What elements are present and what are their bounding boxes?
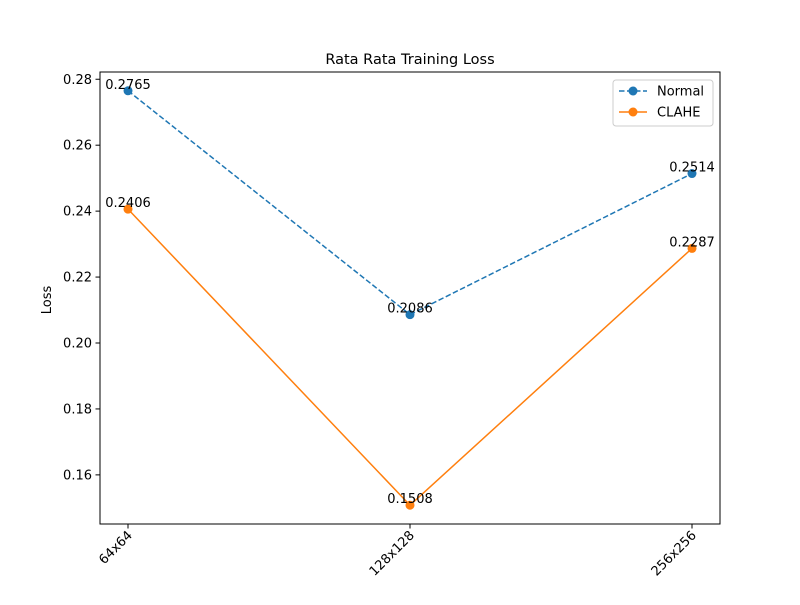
y-tick-label: 0.28 <box>63 73 92 88</box>
y-axis-label: Loss <box>40 286 55 315</box>
x-axis: 64x64 128x128 256x256 <box>96 524 700 579</box>
y-tick-label: 0.22 <box>63 271 92 286</box>
y-tick-label: 0.16 <box>63 468 92 483</box>
data-label: 0.2765 <box>105 78 151 93</box>
legend-label-normal: Normal <box>657 85 704 100</box>
legend-label-clahe: CLAHE <box>657 106 701 121</box>
x-tick-label: 256x256 <box>649 528 700 579</box>
legend: Normal CLAHE <box>612 79 714 127</box>
data-point-normal <box>687 169 697 179</box>
series-line-clahe <box>127 208 693 507</box>
y-axis: 0.16 0.18 0.20 0.22 0.24 0.26 0.28 <box>63 73 100 483</box>
data-label: 0.2086 <box>387 302 433 317</box>
y-tick-label: 0.18 <box>63 402 92 417</box>
legend-marker-normal <box>628 86 638 96</box>
data-point-clahe <box>405 500 415 510</box>
data-point-clahe <box>687 243 697 253</box>
data-label: 0.2406 <box>105 196 151 211</box>
y-tick-label: 0.20 <box>63 337 92 352</box>
data-label: 0.1508 <box>387 492 433 507</box>
chart-title: Rata Rata Training Loss <box>325 52 494 68</box>
data-label: 0.2514 <box>669 161 715 176</box>
legend-marker-clahe <box>628 107 638 117</box>
series-layer <box>123 86 697 510</box>
y-tick-label: 0.24 <box>63 205 92 220</box>
series-line-normal <box>127 90 693 316</box>
y-tick-label: 0.26 <box>63 139 92 154</box>
x-tick-label: 128x128 <box>367 528 418 579</box>
data-point-normal <box>405 310 415 320</box>
data-point-clahe <box>123 204 133 214</box>
data-label: 0.2287 <box>669 235 715 250</box>
data-labels: 0.2765 0.2086 0.2514 0.2406 0.1508 0.2287 <box>105 78 715 507</box>
data-point-normal <box>123 86 133 96</box>
x-tick-label: 64x64 <box>96 528 135 567</box>
plot-area-frame <box>99 71 721 525</box>
